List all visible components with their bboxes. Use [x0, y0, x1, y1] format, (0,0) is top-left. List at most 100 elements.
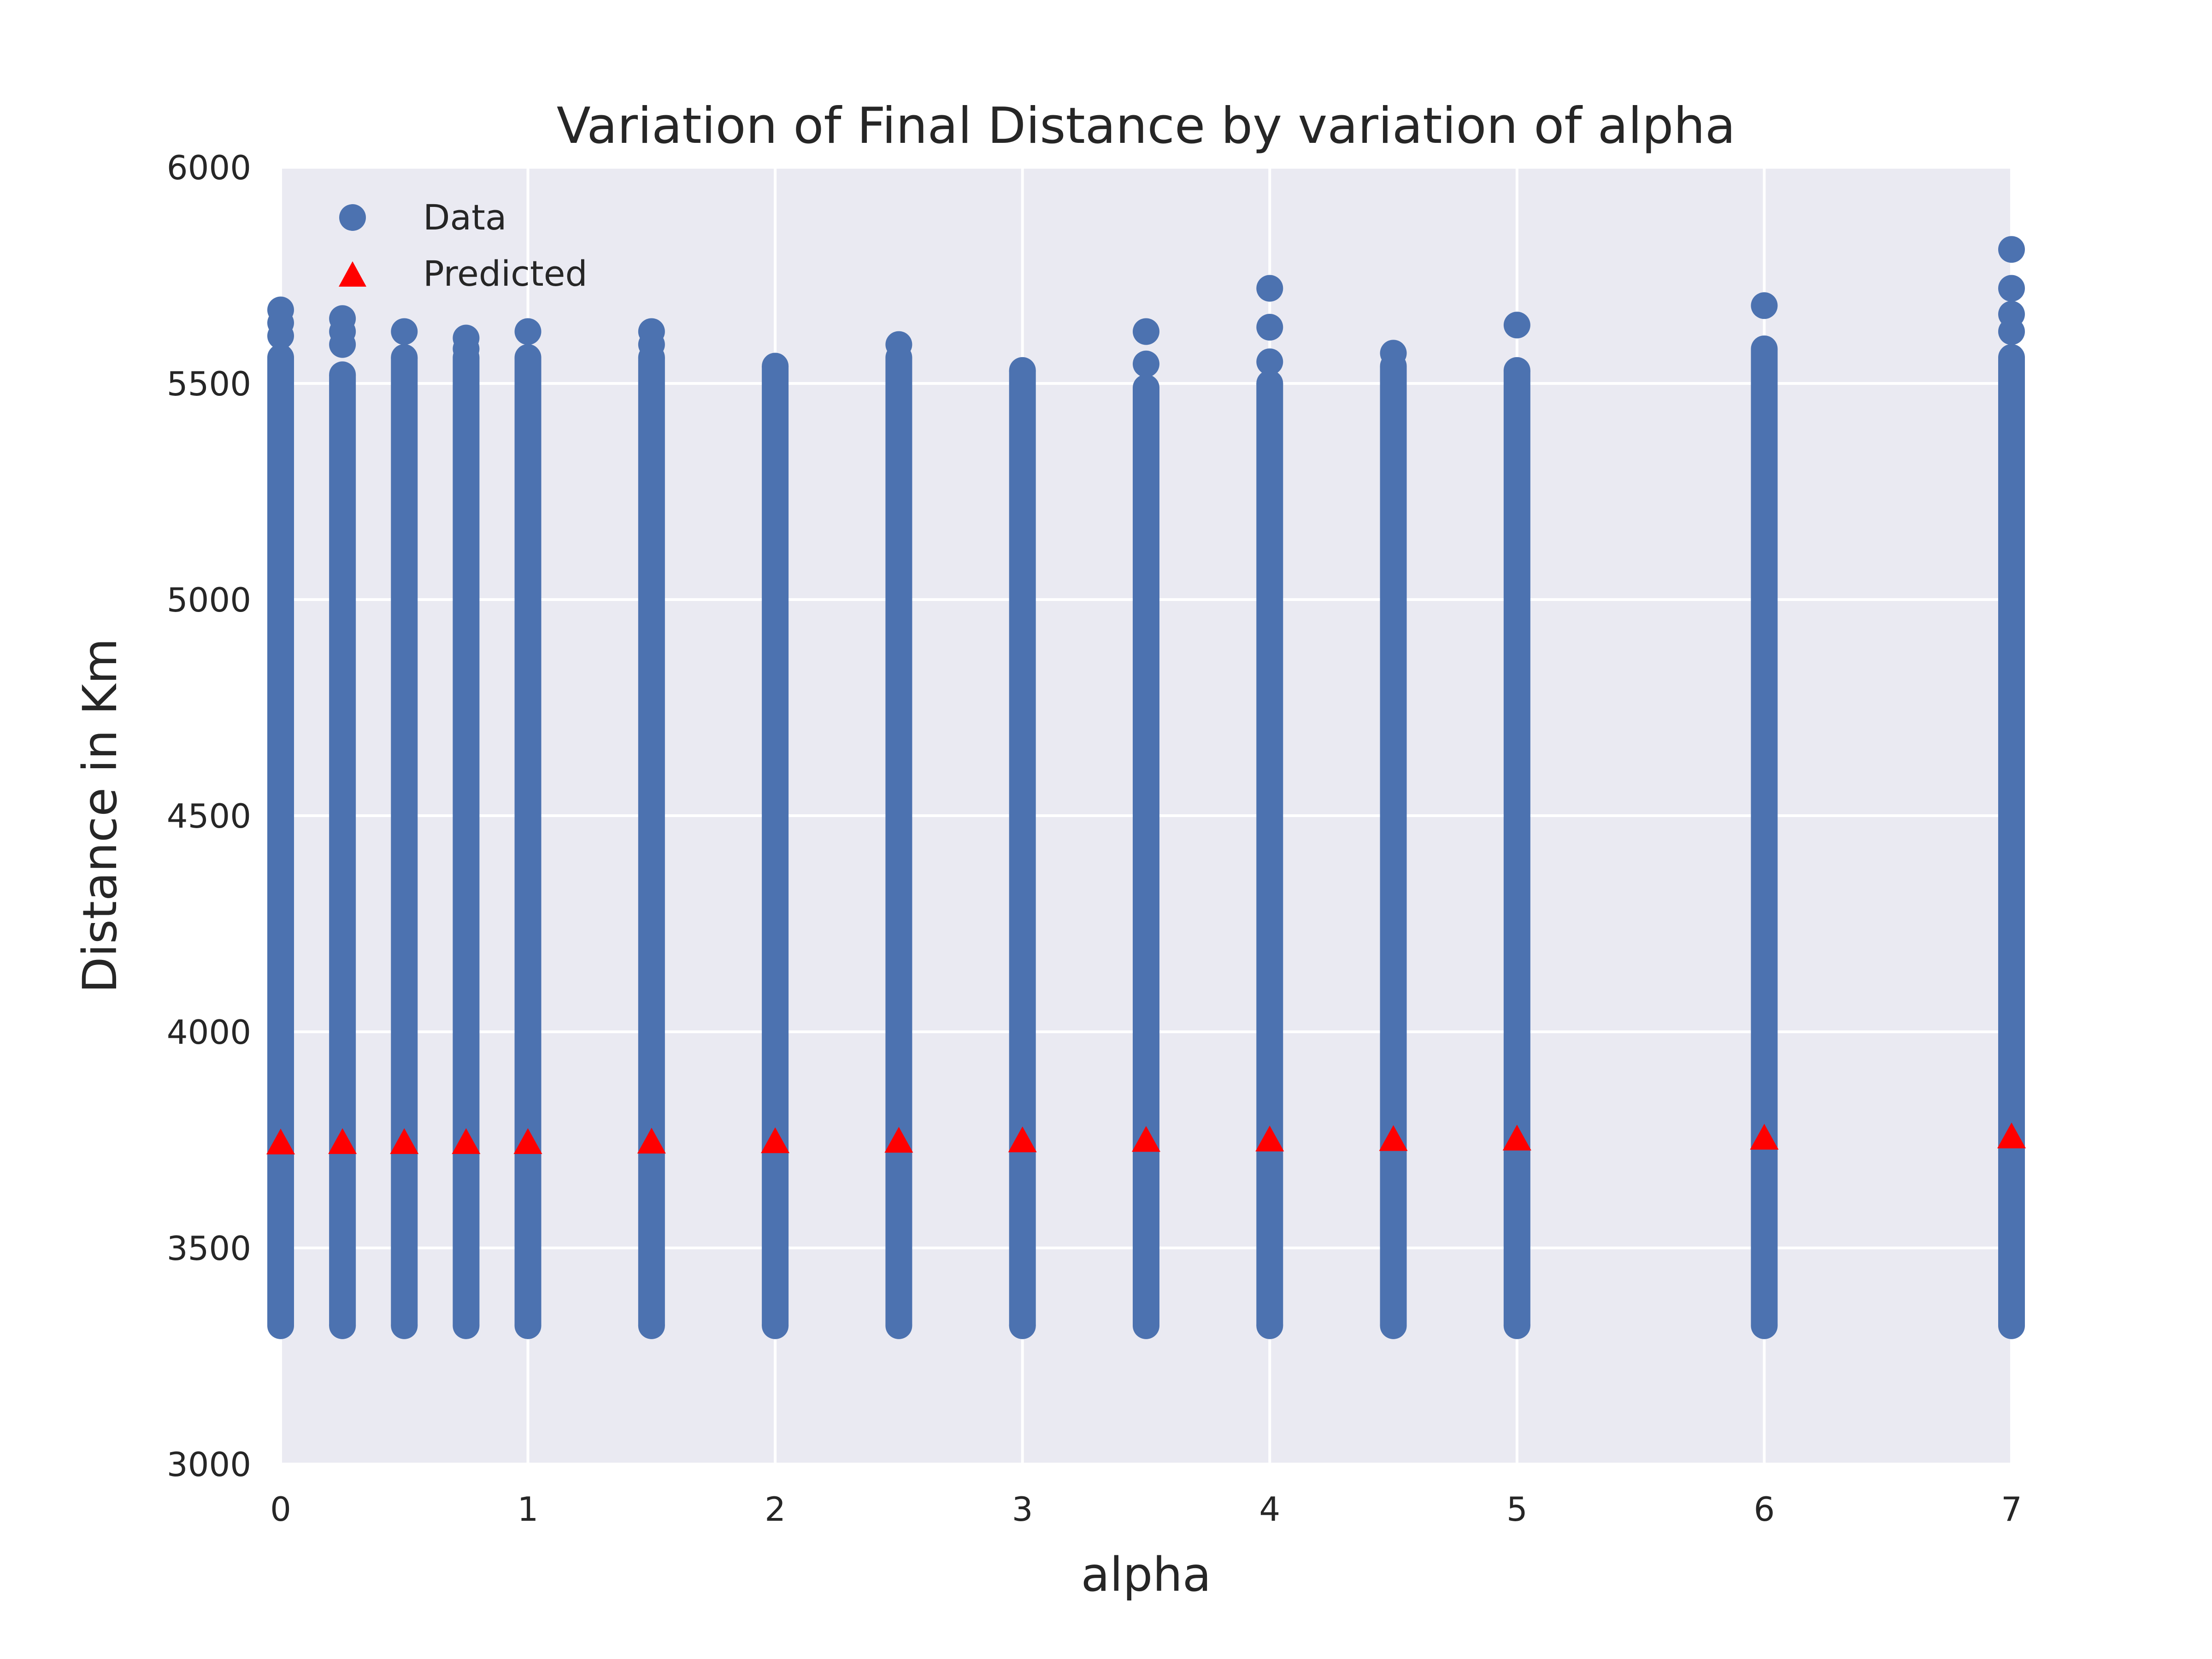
y-tick-label: 3000	[167, 1445, 251, 1484]
y-tick-label: 3500	[167, 1229, 251, 1268]
predicted-point	[390, 1128, 419, 1154]
data-column	[329, 305, 356, 1339]
data-point	[1751, 335, 1778, 362]
data-column	[453, 324, 480, 1339]
data-point	[1503, 1312, 1530, 1339]
data-point	[1998, 236, 2025, 263]
data-point	[762, 353, 789, 380]
x-tick-label: 0	[270, 1490, 291, 1529]
legend-data-label: Data	[423, 197, 506, 238]
x-axis-label: alpha	[1081, 1547, 1212, 1602]
data-point	[1133, 1312, 1159, 1339]
data-column	[1256, 275, 1283, 1339]
predicted-point	[328, 1128, 357, 1154]
predicted-point	[1997, 1122, 2026, 1148]
data-point	[514, 318, 541, 345]
data-point-band	[1751, 348, 1778, 1326]
predicted-point	[1132, 1126, 1160, 1152]
data-column	[1009, 357, 1036, 1339]
data-point	[391, 1312, 418, 1339]
x-tick-label: 2	[765, 1490, 786, 1529]
data-column	[267, 296, 294, 1339]
y-tick-label: 6000	[167, 148, 251, 187]
data-point	[1751, 1312, 1778, 1339]
data-point	[391, 344, 418, 371]
data-column	[1998, 236, 2025, 1339]
data-point-band	[1133, 388, 1159, 1326]
data-column	[514, 318, 541, 1339]
x-tick-label: 1	[518, 1490, 539, 1529]
chart-title: Variation of Final Distance by variation…	[557, 97, 1735, 155]
predicted-point	[1008, 1126, 1037, 1153]
y-tick-label: 4000	[167, 1013, 251, 1052]
data-column	[1751, 292, 1778, 1339]
data-column	[638, 318, 665, 1339]
legend: Data Predicted	[339, 197, 588, 294]
data-point	[1009, 1312, 1036, 1339]
data-point	[1998, 344, 2025, 371]
data-point	[1998, 1312, 2025, 1339]
data-point	[329, 361, 356, 388]
data-point	[329, 1312, 356, 1339]
data-point	[885, 1312, 912, 1339]
data-point-band	[514, 357, 541, 1326]
legend-data-marker	[339, 204, 366, 231]
data-column	[762, 353, 789, 1339]
data-point	[267, 296, 294, 324]
data-point	[514, 344, 541, 371]
data-point	[514, 1312, 541, 1339]
data-point-band	[1009, 370, 1036, 1326]
data-point	[1256, 348, 1283, 376]
data-point	[453, 324, 480, 352]
y-tick-labels: 3000 3500 4000 4500 5000 5500 6000	[167, 148, 251, 1484]
predicted-point	[513, 1128, 542, 1154]
y-tick-label: 5500	[167, 365, 251, 403]
predicted-point	[1379, 1125, 1408, 1151]
data-point	[1380, 340, 1407, 367]
data-point	[1256, 314, 1283, 341]
predicted-point	[1255, 1125, 1284, 1152]
data-point	[1256, 370, 1283, 397]
data-point	[638, 318, 665, 345]
data-point-band	[762, 366, 789, 1326]
data-point	[1133, 318, 1159, 345]
data-point-band	[329, 375, 356, 1326]
data-point	[885, 331, 912, 358]
y-tick-label: 4500	[167, 797, 251, 835]
predicted-point	[761, 1127, 790, 1153]
data-point	[329, 305, 356, 332]
data-column	[1503, 312, 1530, 1339]
x-tick-label: 4	[1259, 1490, 1280, 1529]
data-point	[267, 1312, 294, 1339]
data-point	[1009, 357, 1036, 384]
data-point	[1503, 357, 1530, 384]
data-point	[1256, 1312, 1283, 1339]
data-point-band	[638, 357, 665, 1326]
data-point	[1998, 275, 2025, 302]
data-point	[1998, 300, 2025, 328]
data-point	[1380, 1312, 1407, 1339]
data-point	[1503, 312, 1530, 339]
data-point-band	[1998, 357, 2025, 1326]
data-point-band	[391, 357, 418, 1326]
data-point	[1751, 292, 1778, 319]
data-point	[453, 1312, 480, 1339]
predicted-point	[637, 1128, 666, 1154]
data-point-band	[1380, 366, 1407, 1326]
data-point-band	[1256, 383, 1283, 1326]
data-column	[1380, 340, 1407, 1339]
predicted-point	[266, 1129, 295, 1155]
data-point	[267, 344, 294, 371]
x-tick-label: 6	[1754, 1490, 1775, 1529]
data-point-band	[1503, 370, 1530, 1326]
data-column	[885, 331, 912, 1339]
data-points	[267, 236, 2025, 1339]
predicted-point	[884, 1127, 913, 1153]
data-point	[1133, 350, 1159, 377]
y-tick-label: 5000	[167, 581, 251, 619]
x-tick-label: 7	[2001, 1490, 2022, 1529]
data-point-band	[885, 357, 912, 1326]
data-column	[1133, 318, 1159, 1339]
predicted-point	[452, 1128, 481, 1154]
